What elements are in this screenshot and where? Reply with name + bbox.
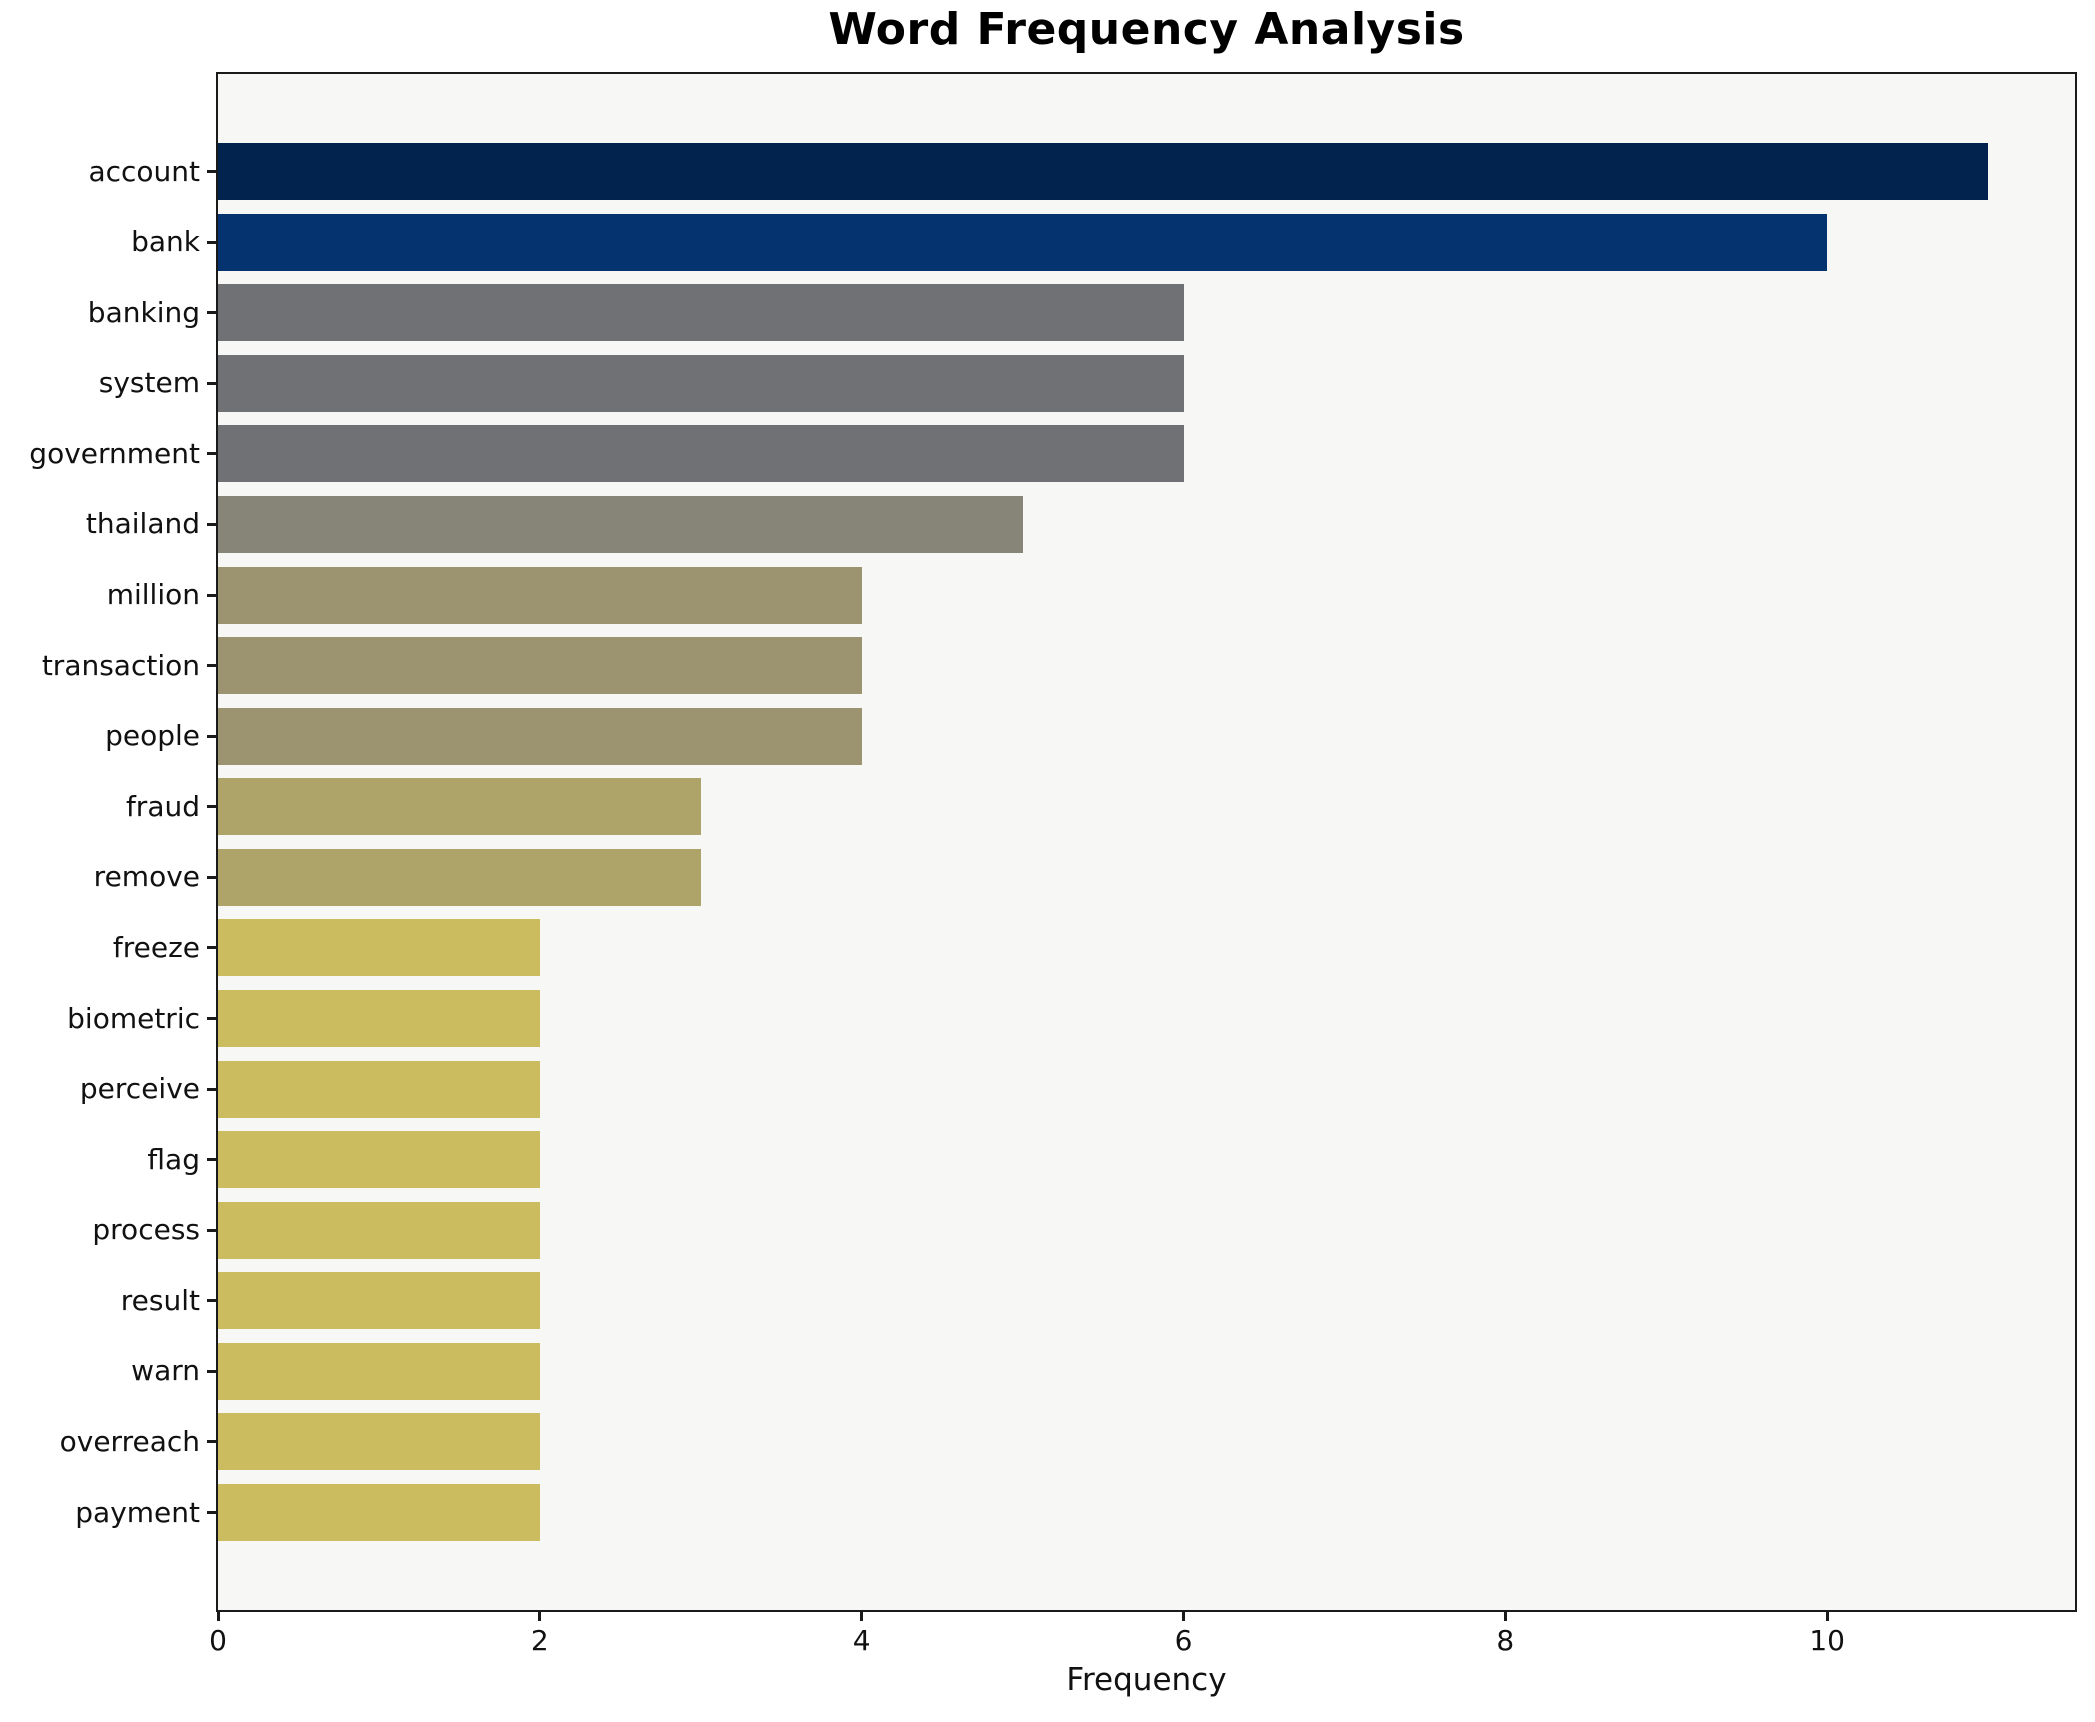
y-tick-mark <box>207 170 216 173</box>
y-tick-label: biometric <box>67 1001 200 1035</box>
y-tick-mark <box>207 381 216 385</box>
bar-banking <box>218 284 1184 342</box>
x-tick-label: 6 <box>1174 1624 1193 1657</box>
bar-account <box>218 143 1989 200</box>
x-tick-mark <box>538 1612 542 1621</box>
y-tick-label: government <box>29 436 200 470</box>
bar-government <box>218 425 1184 483</box>
y-tick-mark <box>207 311 216 315</box>
y-tick-label: transaction <box>41 648 200 682</box>
bar-transaction <box>218 637 862 695</box>
y-tick-mark <box>207 1087 216 1091</box>
x-tick-mark <box>1503 1612 1507 1621</box>
y-tick-mark <box>207 946 216 950</box>
bar-process <box>218 1201 540 1259</box>
y-tick-label: flag <box>147 1142 200 1176</box>
bar-fraud <box>218 778 701 836</box>
bar-bank <box>218 213 1828 271</box>
bar-system <box>218 354 1184 412</box>
y-tick-label: overreach <box>59 1424 200 1458</box>
x-tick-mark <box>860 1612 864 1621</box>
y-tick-mark <box>207 1369 216 1373</box>
bar-biometric <box>218 990 540 1047</box>
bar-warn <box>218 1342 540 1400</box>
y-tick-label: result <box>120 1283 200 1317</box>
bar-overreach <box>218 1413 540 1471</box>
y-tick-label: system <box>98 366 200 400</box>
y-tick-mark <box>207 452 216 456</box>
bar-million <box>218 566 862 624</box>
y-tick-mark <box>207 522 216 526</box>
y-tick-label: bank <box>131 225 200 259</box>
y-tick-mark <box>207 1440 216 1444</box>
y-tick-mark <box>207 1017 216 1020</box>
y-tick-label: fraud <box>125 789 200 823</box>
y-tick-label: remove <box>93 860 200 894</box>
y-tick-mark <box>207 240 216 244</box>
bar-result <box>218 1272 540 1330</box>
chart-title: Word Frequency Analysis <box>828 4 1465 55</box>
y-tick-mark <box>207 1511 216 1514</box>
y-tick-label: people <box>105 719 200 753</box>
y-tick-label: warn <box>131 1354 200 1388</box>
x-tick-label: 4 <box>852 1624 871 1657</box>
y-tick-label: process <box>92 1213 200 1247</box>
y-tick-mark <box>207 1228 216 1232</box>
bar-remove <box>218 848 701 906</box>
y-tick-mark <box>207 805 216 809</box>
y-tick-mark <box>207 1158 216 1162</box>
y-tick-mark <box>207 664 216 668</box>
y-tick-label: perceive <box>79 1072 200 1105</box>
y-tick-label: thailand <box>85 507 200 541</box>
y-tick-label: banking <box>87 295 200 329</box>
x-tick-mark <box>1825 1612 1829 1621</box>
x-tick-label: 0 <box>209 1624 227 1657</box>
bar-people <box>218 707 862 765</box>
bar-flag <box>218 1131 540 1189</box>
y-tick-mark <box>207 875 216 879</box>
bar-freeze <box>218 919 540 977</box>
x-tick-mark <box>216 1612 220 1621</box>
x-tick-mark <box>1182 1612 1185 1621</box>
y-tick-mark <box>207 1299 216 1303</box>
y-tick-label: payment <box>75 1495 200 1529</box>
y-tick-label: freeze <box>112 930 200 964</box>
bar-thailand <box>218 495 1023 553</box>
y-tick-label: million <box>106 578 200 611</box>
x-tick-label: 2 <box>530 1624 549 1657</box>
x-axis-title: Frequency <box>1066 1662 1227 1698</box>
y-tick-label: account <box>88 154 200 188</box>
x-tick-label: 8 <box>1496 1624 1515 1657</box>
bar-perceive <box>218 1060 540 1118</box>
y-tick-mark <box>207 593 216 597</box>
bar-payment <box>218 1484 540 1541</box>
x-tick-label: 10 <box>1809 1624 1845 1657</box>
plot-area <box>216 72 2077 1612</box>
y-tick-mark <box>207 734 216 738</box>
